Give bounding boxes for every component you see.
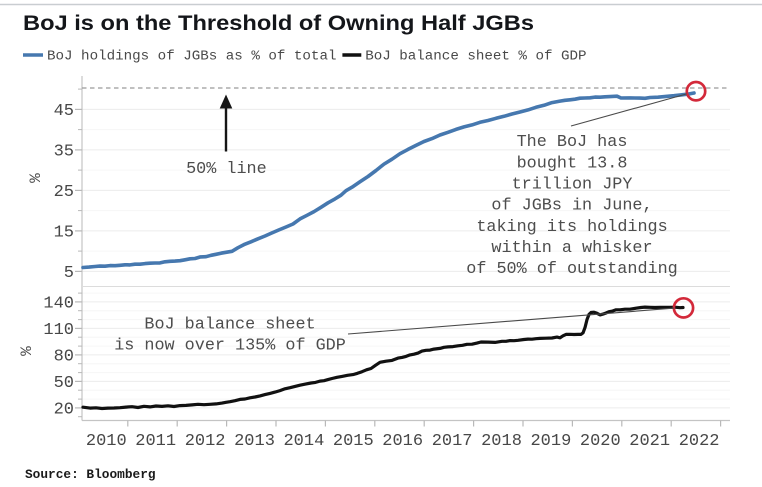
svg-text:5: 5 — [64, 264, 74, 283]
svg-text:2014: 2014 — [283, 432, 324, 451]
svg-text:80: 80 — [54, 347, 74, 366]
svg-text:2020: 2020 — [580, 432, 621, 451]
svg-text:is now over 135% of GDP: is now over 135% of GDP — [114, 337, 346, 356]
svg-text:2016: 2016 — [382, 432, 423, 451]
svg-text:of JGBs in June,: of JGBs in June, — [491, 197, 652, 216]
svg-text:Source: Bloomberg: Source: Bloomberg — [25, 467, 156, 482]
svg-text:2015: 2015 — [333, 432, 374, 451]
svg-text:2012: 2012 — [185, 432, 226, 451]
svg-text:trillion JPY: trillion JPY — [512, 176, 633, 195]
svg-text:2017: 2017 — [432, 432, 473, 451]
svg-text:%: % — [27, 173, 45, 183]
svg-text:15: 15 — [54, 223, 74, 242]
svg-text:140: 140 — [43, 294, 74, 313]
svg-text:BoJ is on the Threshold of Own: BoJ is on the Threshold of Owning Half J… — [23, 12, 534, 35]
svg-text:2010: 2010 — [86, 432, 127, 451]
svg-text:2013: 2013 — [234, 432, 275, 451]
svg-text:BoJ balance sheet: BoJ balance sheet — [144, 316, 315, 335]
svg-text:taking its holdings: taking its holdings — [476, 218, 667, 237]
svg-text:The BoJ has: The BoJ has — [517, 133, 628, 152]
svg-text:2021: 2021 — [629, 432, 670, 451]
svg-text:within a whisker: within a whisker — [491, 239, 652, 258]
svg-text:50% line: 50% line — [186, 160, 267, 179]
svg-text:of 50% of outstanding: of 50% of outstanding — [466, 260, 677, 279]
svg-text:bought 13.8: bought 13.8 — [517, 154, 628, 173]
svg-text:50: 50 — [54, 374, 74, 393]
svg-text:2019: 2019 — [530, 432, 571, 451]
svg-text:2018: 2018 — [481, 432, 522, 451]
svg-text:2011: 2011 — [135, 432, 176, 451]
svg-text:%: % — [18, 346, 36, 356]
svg-text:BoJ holdings of JGBs as % of t: BoJ holdings of JGBs as % of total — [47, 49, 336, 65]
svg-text:110: 110 — [43, 321, 74, 340]
svg-text:BoJ balance sheet % of GDP: BoJ balance sheet % of GDP — [365, 49, 586, 65]
svg-text:45: 45 — [54, 102, 74, 121]
svg-text:25: 25 — [54, 183, 74, 202]
svg-text:2022: 2022 — [679, 432, 720, 451]
svg-text:35: 35 — [54, 142, 74, 161]
svg-text:20: 20 — [54, 400, 74, 419]
